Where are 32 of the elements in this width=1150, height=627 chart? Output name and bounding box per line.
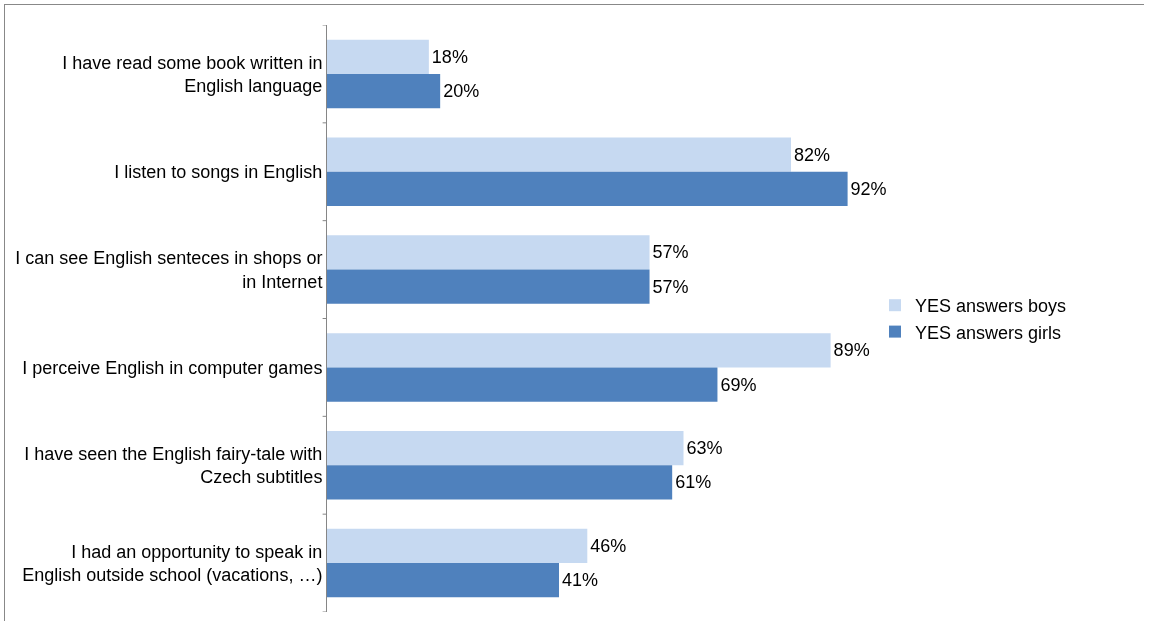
data-label: 92% (850, 178, 887, 199)
data-label: 63% (686, 438, 723, 459)
bar (327, 171, 848, 206)
y-tick-label: I have read some book written in English language (62, 52, 323, 96)
y-tick-label: I had an opportunity to speak in English outside school (vacations, …) (22, 541, 323, 586)
legend-label: YES answers boys (915, 296, 1067, 317)
data-label: 69% (720, 374, 757, 395)
data-label: 82% (794, 144, 831, 165)
bar (327, 431, 684, 466)
data-label: 46% (590, 535, 627, 556)
bar (327, 269, 650, 304)
data-label: 61% (675, 472, 712, 493)
bar (327, 39, 429, 74)
data-label: 89% (833, 340, 870, 361)
bar (327, 137, 792, 172)
data-label: 20% (443, 81, 480, 102)
bar (327, 465, 673, 500)
bar (327, 563, 560, 598)
bar (327, 333, 831, 368)
data-label: 57% (652, 242, 689, 263)
data-label: 18% (431, 46, 468, 67)
y-tick-label: I perceive English in computer games (22, 357, 323, 378)
bar (327, 367, 718, 402)
legend-label: YES answers girls (915, 322, 1062, 343)
bar (327, 528, 588, 564)
bar (327, 73, 441, 109)
y-tick-label: I can see English senteces in shops or in Internet (15, 248, 323, 292)
data-label: 57% (652, 276, 689, 297)
bar (327, 235, 650, 270)
y-tick-label: I have seen the English fairy-tale with Czech subtitles (24, 443, 323, 488)
data-label: 41% (562, 570, 599, 591)
y-tick-label: I listen to songs in English (114, 162, 323, 183)
